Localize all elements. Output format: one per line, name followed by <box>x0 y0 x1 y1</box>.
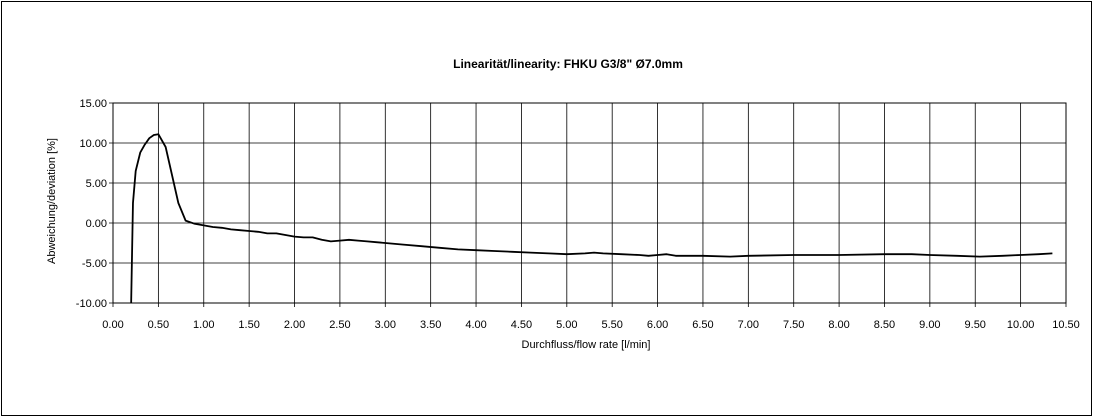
y-tick-label: -5.00 <box>82 258 107 270</box>
x-axis-label: Durchfluss/flow rate [l/min] <box>522 339 651 351</box>
x-tick-label: 4.00 <box>465 319 486 331</box>
y-tick-label: -10.00 <box>76 298 107 310</box>
x-tick-label: 1.50 <box>238 319 259 331</box>
chart-title: Linearität/linearity: FHKU G3/8" Ø7.0mm <box>453 57 683 71</box>
x-tick-label: 3.00 <box>375 319 396 331</box>
x-tick-label: 10.00 <box>1007 319 1035 331</box>
x-tick-label: 8.00 <box>828 319 849 331</box>
y-tick-label: 10.00 <box>79 138 107 150</box>
x-tick-label: 5.50 <box>601 319 622 331</box>
x-tick-label: 9.50 <box>965 319 986 331</box>
x-tick-label: 0.00 <box>102 319 123 331</box>
x-tick-label: 3.50 <box>420 319 441 331</box>
x-tick-label: 7.00 <box>738 319 759 331</box>
x-tick-label: 9.00 <box>919 319 940 331</box>
x-tick-label: 5.00 <box>556 319 577 331</box>
series-line <box>130 133 1053 304</box>
y-tick-label: 15.00 <box>79 98 107 110</box>
x-tick-label: 1.00 <box>193 319 214 331</box>
x-tick-label: 2.00 <box>284 319 305 331</box>
y-axis-ticks: 15.00 10.00 5.00 0.00 -5.00 -10.00 <box>76 98 107 310</box>
y-tick-label: 0.00 <box>86 218 107 230</box>
plot-area <box>112 102 1067 304</box>
x-axis-ticks: 0.00 0.50 1.00 1.50 2.00 2.50 3.00 3.50 4.00 4.50… <box>102 319 1079 331</box>
x-tick-label: 2.50 <box>329 319 350 331</box>
x-tick-label: 10.50 <box>1052 319 1080 331</box>
x-tick-label: 6.50 <box>692 319 713 331</box>
y-tick-label: 5.00 <box>86 178 107 190</box>
x-tick-label: 7.50 <box>783 319 804 331</box>
x-tick-label: 4.50 <box>511 319 532 331</box>
y-axis-label: Abweichung/deviation [%] <box>46 138 58 264</box>
x-tick-label: 6.00 <box>647 319 668 331</box>
x-tick-label: 8.50 <box>874 319 895 331</box>
grid <box>109 102 1067 307</box>
x-tick-label: 0.50 <box>148 319 169 331</box>
